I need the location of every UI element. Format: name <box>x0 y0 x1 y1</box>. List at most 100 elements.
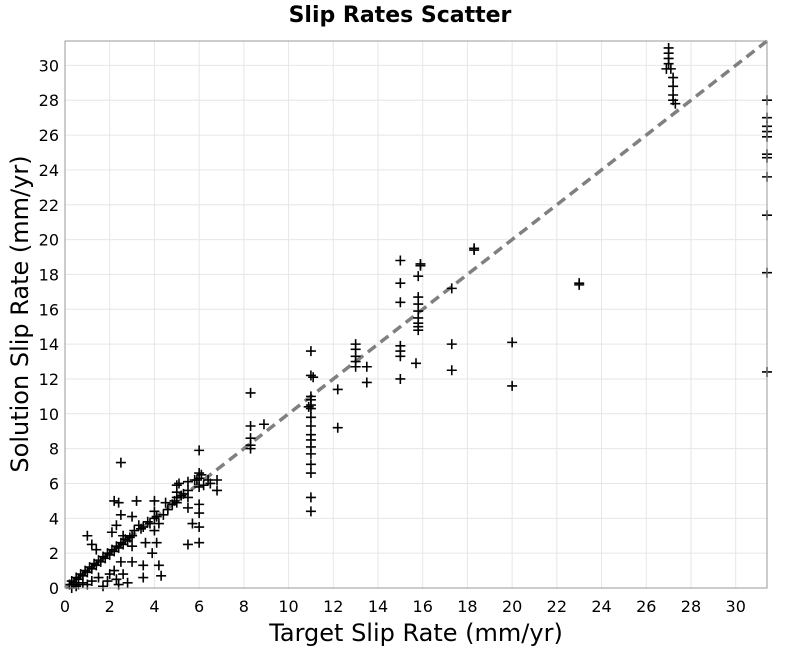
data-point <box>194 537 205 548</box>
data-point <box>395 373 406 384</box>
data-point <box>149 495 160 506</box>
data-point <box>156 570 167 581</box>
data-point <box>332 384 343 395</box>
data-point <box>149 525 160 536</box>
data-point <box>171 480 182 491</box>
y-tick-label: 2 <box>49 544 59 563</box>
data-point <box>149 506 160 517</box>
data-point <box>413 271 424 282</box>
grid-lines <box>64 41 767 589</box>
y-tick-label: 22 <box>39 196 59 215</box>
data-point <box>82 530 93 541</box>
data-point <box>395 297 406 308</box>
y-tick-label: 12 <box>39 370 59 389</box>
data-point <box>411 358 421 369</box>
data-point <box>138 522 149 533</box>
data-point <box>212 485 223 496</box>
data-point <box>194 522 205 533</box>
y-tick-label: 4 <box>49 509 59 528</box>
x-tick-label: 28 <box>681 597 701 616</box>
data-point <box>668 81 679 92</box>
data-point <box>258 419 269 430</box>
data-point <box>182 502 193 513</box>
data-point <box>144 518 155 529</box>
data-point <box>194 508 205 519</box>
data-point <box>305 506 316 517</box>
data-point <box>122 577 133 588</box>
y-tick-label: 0 <box>49 579 59 598</box>
data-point <box>86 576 97 587</box>
data-point <box>395 255 406 266</box>
data-point <box>111 574 122 585</box>
data-point <box>305 492 316 503</box>
data-point <box>102 576 113 587</box>
data-point <box>113 497 124 508</box>
data-point <box>194 499 205 510</box>
y-tick-label: 20 <box>39 231 59 250</box>
data-point <box>663 58 674 69</box>
data-point <box>245 443 256 454</box>
data-point <box>151 511 162 522</box>
data-point <box>124 532 135 543</box>
y-tick-label: 6 <box>49 474 59 493</box>
x-tick-labels: 0 2 4 6 8 10 12 14 16 18 20 22 24 26 28 30 <box>60 597 746 616</box>
data-point <box>158 509 169 520</box>
x-tick-label: 22 <box>547 597 567 616</box>
data-point <box>305 448 316 459</box>
data-point <box>153 518 164 529</box>
data-point <box>245 420 256 431</box>
data-point <box>305 412 316 423</box>
data-point <box>665 63 676 74</box>
data-point <box>574 279 585 290</box>
data-point <box>308 372 319 383</box>
data-point <box>446 365 457 376</box>
data-point <box>446 339 457 350</box>
data-point <box>106 527 117 538</box>
data-point <box>507 380 518 391</box>
y-tick-label: 18 <box>39 265 59 284</box>
data-point <box>194 445 205 456</box>
y-axis-title: Solution Slip Rate (mm/yr) <box>6 155 34 472</box>
data-point <box>160 497 171 508</box>
data-point <box>245 387 256 398</box>
data-point <box>305 468 316 479</box>
y-tick-label: 24 <box>39 161 59 180</box>
data-point <box>212 474 223 485</box>
data-points <box>64 42 772 593</box>
data-point <box>395 351 406 362</box>
x-tick-label: 8 <box>239 597 249 616</box>
data-point <box>361 361 372 372</box>
data-point <box>120 534 131 545</box>
data-point <box>118 569 129 580</box>
data-point <box>138 572 149 583</box>
y-tick-label: 14 <box>39 335 59 354</box>
data-point <box>127 556 138 567</box>
data-point <box>111 520 122 531</box>
x-tick-label: 6 <box>194 597 204 616</box>
data-point <box>305 346 316 357</box>
x-tick-label: 0 <box>60 597 70 616</box>
data-point <box>187 518 198 529</box>
data-point <box>507 337 518 348</box>
data-point <box>162 504 173 515</box>
data-point <box>131 495 142 506</box>
data-point <box>77 577 88 588</box>
data-point <box>151 537 162 548</box>
y-tick-label: 8 <box>49 440 59 459</box>
x-tick-label: 26 <box>636 597 656 616</box>
data-point <box>332 422 343 433</box>
data-point <box>205 478 216 489</box>
data-point <box>415 260 426 271</box>
data-point <box>194 468 205 479</box>
data-point <box>350 361 361 372</box>
data-point <box>98 581 109 592</box>
chart-title: Slip Rates Scatter <box>289 3 512 28</box>
data-point <box>109 495 120 506</box>
data-point <box>174 478 185 489</box>
x-tick-label: 12 <box>323 597 343 616</box>
x-tick-label: 16 <box>413 597 433 616</box>
data-point <box>140 537 151 548</box>
data-point <box>305 370 316 381</box>
